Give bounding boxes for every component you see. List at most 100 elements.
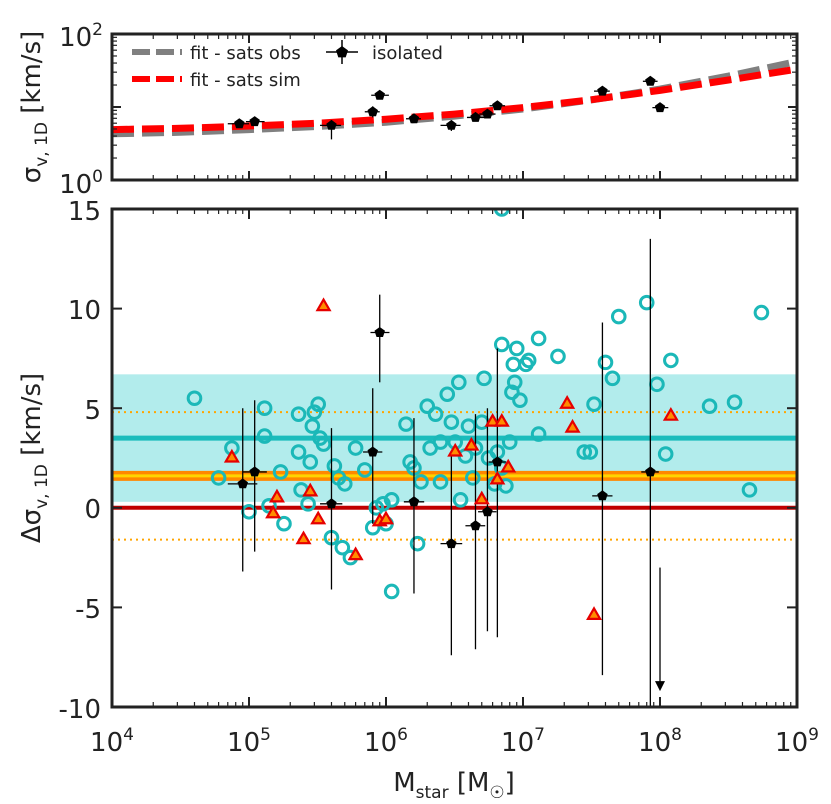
bottom-y-axis-label-unit: [km/s]	[17, 373, 47, 464]
black-point	[592, 322, 613, 676]
black-point	[465, 414, 486, 650]
black-point	[440, 456, 463, 656]
upper-limit-arrow	[655, 567, 665, 692]
x-axis-label-subscript: star	[416, 783, 449, 803]
cyan-circle-point	[375, 496, 391, 512]
cyan-circle-point	[530, 426, 547, 442]
cyan-circle-point	[464, 470, 481, 486]
xtick-label: 106	[364, 725, 408, 758]
orange-triangle-point	[564, 418, 581, 433]
black-point	[478, 408, 497, 632]
cyan-circle-point	[210, 470, 227, 486]
legend-label-fit-sats-obs: fit - sats obs	[190, 43, 301, 64]
cyan-circle-point	[476, 370, 492, 387]
bottom-ticks	[111, 208, 798, 708]
cyan-circle-point	[505, 356, 522, 373]
top-ticks	[111, 33, 798, 181]
cyan-circle-point	[501, 434, 518, 450]
cyan-circle-point	[290, 444, 307, 460]
cyan-circle-point	[186, 390, 203, 407]
cyan-circle-point	[413, 474, 429, 490]
orange-triangle-point	[265, 504, 282, 519]
ytick-label: 15	[68, 197, 101, 227]
sun-symbol-icon: ☉	[489, 783, 504, 803]
xtick-exponent: 5	[260, 725, 271, 745]
cyan-circle-point	[498, 478, 514, 494]
legend-label-fit-sats-sim: fit - sats sim	[190, 70, 301, 91]
cyan-circle-point	[272, 464, 289, 480]
cyan-circle-point	[306, 404, 323, 420]
cyan-circle-point	[443, 414, 460, 430]
cyan-circle-point	[512, 392, 528, 409]
black-point	[320, 428, 343, 590]
black-point	[227, 408, 258, 572]
top-plot-area	[112, 58, 797, 140]
isolated-point	[466, 111, 485, 122]
ytick-label: 10	[68, 296, 101, 326]
orange-triangle-point	[378, 510, 394, 525]
cyan-circle-point	[347, 440, 364, 456]
black-point	[403, 418, 425, 594]
cyan-circle-point	[383, 492, 400, 508]
cyan-circle-point	[582, 444, 599, 460]
orange-triangle-point	[493, 412, 510, 427]
fit-sats-sim-line	[112, 65, 797, 134]
orange-triangle-point	[447, 442, 464, 457]
orange-triangle-point	[586, 606, 603, 620]
xtick-exponent: 7	[534, 725, 545, 745]
cyan-circle-point	[741, 482, 758, 498]
orange-triangle-point	[315, 297, 332, 312]
bottom-y-axis-label-subscript: v, 1D	[32, 464, 52, 509]
orange-triangle-point	[295, 530, 312, 545]
isolated-point	[371, 89, 389, 100]
cyan-circle-point	[753, 304, 770, 321]
black-point	[242, 400, 267, 552]
top-y-axis-label: σv, 1D [km/s]	[17, 31, 52, 184]
legend-label-isolated: isolated	[372, 43, 443, 64]
isolated-point	[364, 106, 380, 118]
ytick-label: -5	[75, 595, 101, 625]
isolated-point	[652, 102, 669, 113]
ytick-label: -10	[59, 695, 101, 725]
cyan-circle-point	[256, 428, 273, 444]
cyan-circle-point	[550, 348, 566, 365]
cyan-circle-point	[276, 515, 292, 532]
top-ytick-exponent: 0	[92, 167, 103, 187]
cyan-circle-point	[460, 418, 477, 434]
xtick-exponent: 6	[397, 725, 408, 745]
black-point	[370, 294, 390, 383]
cyan-circle-point	[336, 476, 353, 492]
orange-triangle-point	[463, 436, 480, 451]
cyan-circle-point	[504, 384, 520, 401]
xtick-exponent: 9	[808, 725, 819, 745]
isolated-point	[245, 116, 265, 127]
cyan-circle-point	[597, 354, 614, 371]
bottom-panel: -10 -5 0 5 10 15 104 105 106 107 108 109…	[17, 197, 819, 803]
isolated-point	[489, 100, 506, 111]
top-panel: 102 100 σv, 1D [km/s] fit - sats obs fit…	[17, 20, 799, 200]
cyan-circle-point	[604, 370, 621, 387]
x-axis-label-unit: [M	[449, 768, 490, 798]
orange-triangle-point	[310, 510, 327, 525]
cyan-circle-point	[432, 474, 449, 490]
cyan-circle-point	[726, 394, 743, 411]
cyan-circle-point	[493, 209, 510, 217]
cyan-circle-point	[520, 352, 537, 369]
x-axis-label: Mstar [M☉]	[393, 768, 515, 803]
orange-triangle-point	[500, 458, 517, 473]
xtick-label: 109	[775, 725, 819, 758]
xtick-label: 105	[227, 725, 271, 758]
xtick-exponent: 8	[671, 725, 682, 745]
xtick-label: 108	[638, 725, 682, 758]
cyan-circle-point	[300, 496, 316, 512]
orange-triangle-point	[268, 488, 285, 503]
cyan-circle-point	[586, 396, 602, 413]
cyan-circle-point	[610, 308, 627, 325]
isolated-point	[440, 119, 461, 131]
top-ytick-exponent: 2	[92, 20, 103, 40]
cyan-circle-point	[419, 398, 436, 415]
isolated-point	[479, 108, 496, 119]
cyan-circle-point	[310, 396, 327, 413]
isolated-point	[594, 85, 610, 96]
